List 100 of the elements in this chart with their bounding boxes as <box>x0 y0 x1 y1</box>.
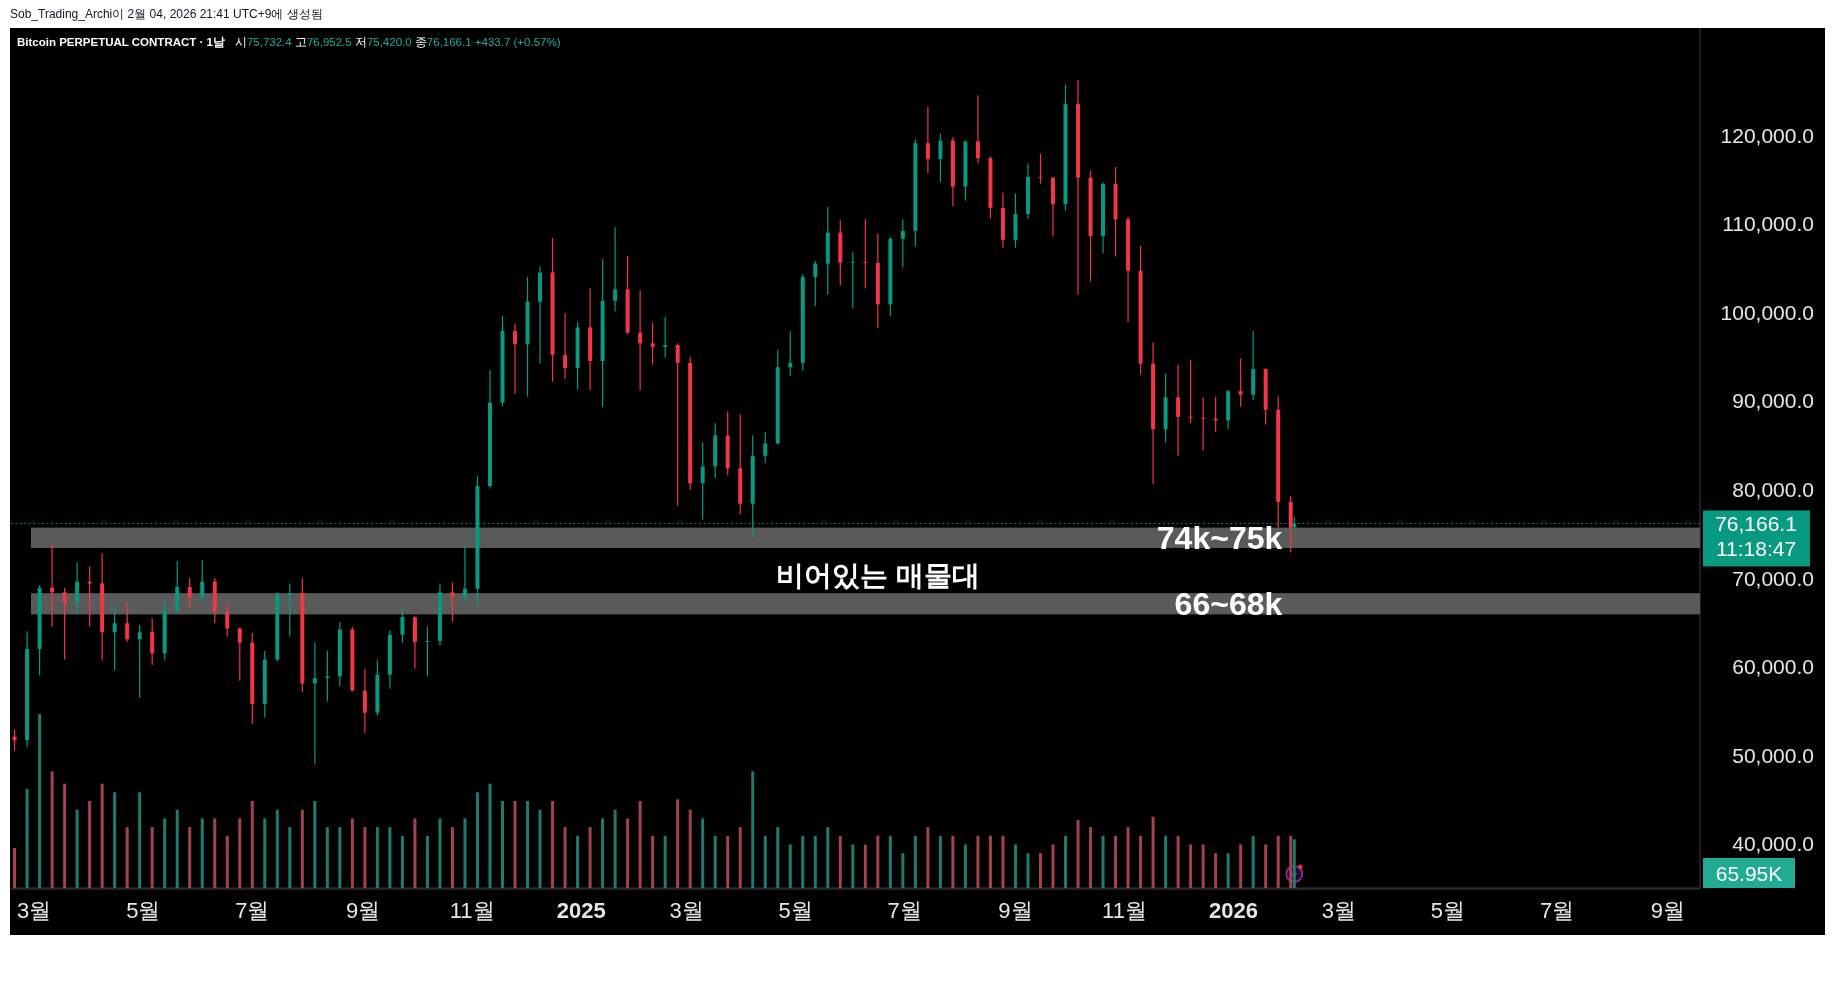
y-tick-label: 110,000.0 <box>1722 212 1814 236</box>
bar <box>751 771 755 888</box>
bar <box>350 818 354 888</box>
x-tick-label: 9월 <box>998 898 1033 923</box>
bar <box>501 801 505 888</box>
bar <box>1101 835 1105 888</box>
y-tick-label: 120,000.0 <box>1720 123 1814 147</box>
bar <box>250 801 254 888</box>
text: 11:18:47 <box>1715 537 1797 561</box>
bar <box>1289 835 1293 888</box>
bar <box>1126 827 1130 888</box>
bar <box>588 827 592 888</box>
bar <box>838 835 842 888</box>
bar <box>1026 853 1030 888</box>
bar <box>876 835 880 888</box>
bar <box>1164 835 1168 888</box>
bar <box>1214 853 1218 888</box>
bar <box>601 818 605 888</box>
x-tick-label: 3월 <box>669 898 704 923</box>
x-tick-label: 7월 <box>1539 898 1575 923</box>
bar <box>926 827 930 888</box>
bar <box>713 835 717 888</box>
bar <box>200 818 204 888</box>
bar <box>375 827 379 888</box>
bar <box>851 844 855 888</box>
y-tick-label: 50,000.0 <box>1732 743 1814 767</box>
x-tick-label: 7월 <box>235 898 270 923</box>
bar <box>688 809 692 888</box>
bar <box>1201 844 1205 888</box>
bar <box>1013 844 1017 888</box>
bar <box>776 827 780 888</box>
x-tick-label: 11월 <box>1102 898 1147 923</box>
bar <box>1239 844 1243 888</box>
x-tick-label: 2025 <box>556 898 606 923</box>
bar <box>38 714 42 888</box>
y-tick-label: 80,000.0 <box>1732 478 1814 501</box>
bar <box>801 835 805 888</box>
bar <box>938 835 942 888</box>
x-tick-label: 3월 <box>1321 898 1357 923</box>
bar <box>951 835 955 888</box>
bar <box>1276 835 1280 888</box>
bar <box>213 818 217 888</box>
annotation: 비어있는 매물대 <box>776 560 980 591</box>
bar <box>100 783 104 888</box>
bar <box>475 792 479 888</box>
bar <box>551 801 555 888</box>
band-label: 74k~75k <box>1156 519 1283 556</box>
bar <box>488 783 492 888</box>
bar <box>388 827 392 888</box>
y-tick-label: 100,000.0 <box>1720 300 1814 324</box>
bar <box>263 818 267 888</box>
bar <box>988 835 992 888</box>
bar <box>325 827 329 888</box>
x-tick-label: 2026 <box>1209 898 1258 923</box>
bar <box>788 844 792 888</box>
bar <box>626 818 630 888</box>
bar <box>913 835 917 888</box>
bar <box>1114 835 1118 888</box>
bar <box>1251 835 1255 888</box>
y-tick-label: 60,000.0 <box>1732 655 1814 679</box>
bar <box>338 827 342 888</box>
y-tick-label: 40,000.0 <box>1732 832 1814 856</box>
bar <box>1139 835 1143 888</box>
bar <box>701 818 705 888</box>
x-tick-label: 3월 <box>17 898 52 923</box>
bar <box>75 809 79 888</box>
bar <box>826 827 830 888</box>
bar <box>676 799 680 888</box>
bar <box>313 801 317 888</box>
bar <box>150 827 154 888</box>
x-tick-label: 9월 <box>1650 898 1685 923</box>
bar <box>63 783 67 888</box>
bar <box>1038 853 1042 888</box>
bar <box>13 847 17 888</box>
x-tick-label: 5월 <box>778 898 813 923</box>
bar <box>225 835 229 888</box>
bar <box>526 801 530 888</box>
bar <box>400 835 404 888</box>
x-tick-label: 5월 <box>126 898 161 923</box>
bar <box>963 844 967 888</box>
x-tick-label: 11월 <box>449 898 495 923</box>
x-tick-label: 5월 <box>1430 898 1466 923</box>
bar <box>1226 853 1230 888</box>
bar <box>738 827 742 888</box>
bar <box>413 818 417 888</box>
bar <box>1176 835 1180 888</box>
y-tick-label: 90,000.0 <box>1732 389 1814 413</box>
bar <box>1064 835 1068 888</box>
bar <box>1051 844 1055 888</box>
bar <box>538 809 542 888</box>
bar <box>663 835 667 888</box>
bar <box>163 818 167 888</box>
bar <box>238 818 242 888</box>
bar <box>125 827 129 888</box>
bar <box>1264 844 1268 888</box>
bar <box>1292 839 1296 888</box>
bar <box>288 827 292 888</box>
bar <box>888 835 892 888</box>
bar <box>25 788 29 888</box>
bar <box>863 844 867 888</box>
